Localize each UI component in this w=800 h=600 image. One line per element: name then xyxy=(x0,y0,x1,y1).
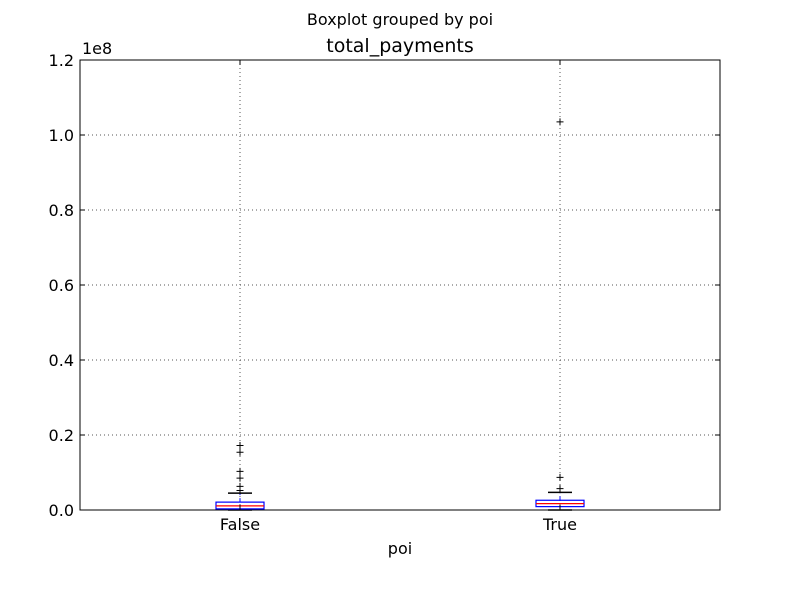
y-tick-label: 1.0 xyxy=(49,126,74,145)
y-axis: 0.0 0.2 0.4 0.6 0.8 1.0 1.2 xyxy=(49,51,720,520)
x-tick-label: True xyxy=(542,515,577,534)
figure-suptitle: Boxplot grouped by poi xyxy=(306,10,494,29)
x-axis: False True xyxy=(220,60,577,534)
x-tick-label: False xyxy=(220,515,260,534)
y-tick-label: 0.2 xyxy=(49,426,74,445)
outlier-point xyxy=(236,467,244,475)
outlier-point xyxy=(556,118,564,126)
outlier-point xyxy=(556,473,564,481)
y-tick-label: 0.4 xyxy=(49,351,74,370)
box-false xyxy=(215,442,265,511)
outlier-point xyxy=(236,448,244,456)
y-tick-label: 0.6 xyxy=(49,276,74,295)
box-series xyxy=(215,118,585,511)
outlier-point xyxy=(236,442,244,449)
grid-lines xyxy=(80,59,720,511)
y-scale-label: 1e8 xyxy=(82,39,112,58)
box-true xyxy=(535,118,585,511)
y-tick-label: 0.0 xyxy=(49,501,74,520)
outlier-point xyxy=(236,482,244,490)
outlier-point xyxy=(236,474,244,482)
outlier-point xyxy=(556,485,564,493)
axes-title: total_payments xyxy=(326,35,474,57)
y-tick-label: 0.8 xyxy=(49,201,74,220)
y-tick-label: 1.2 xyxy=(49,51,74,70)
x-axis-label: poi xyxy=(388,539,412,558)
